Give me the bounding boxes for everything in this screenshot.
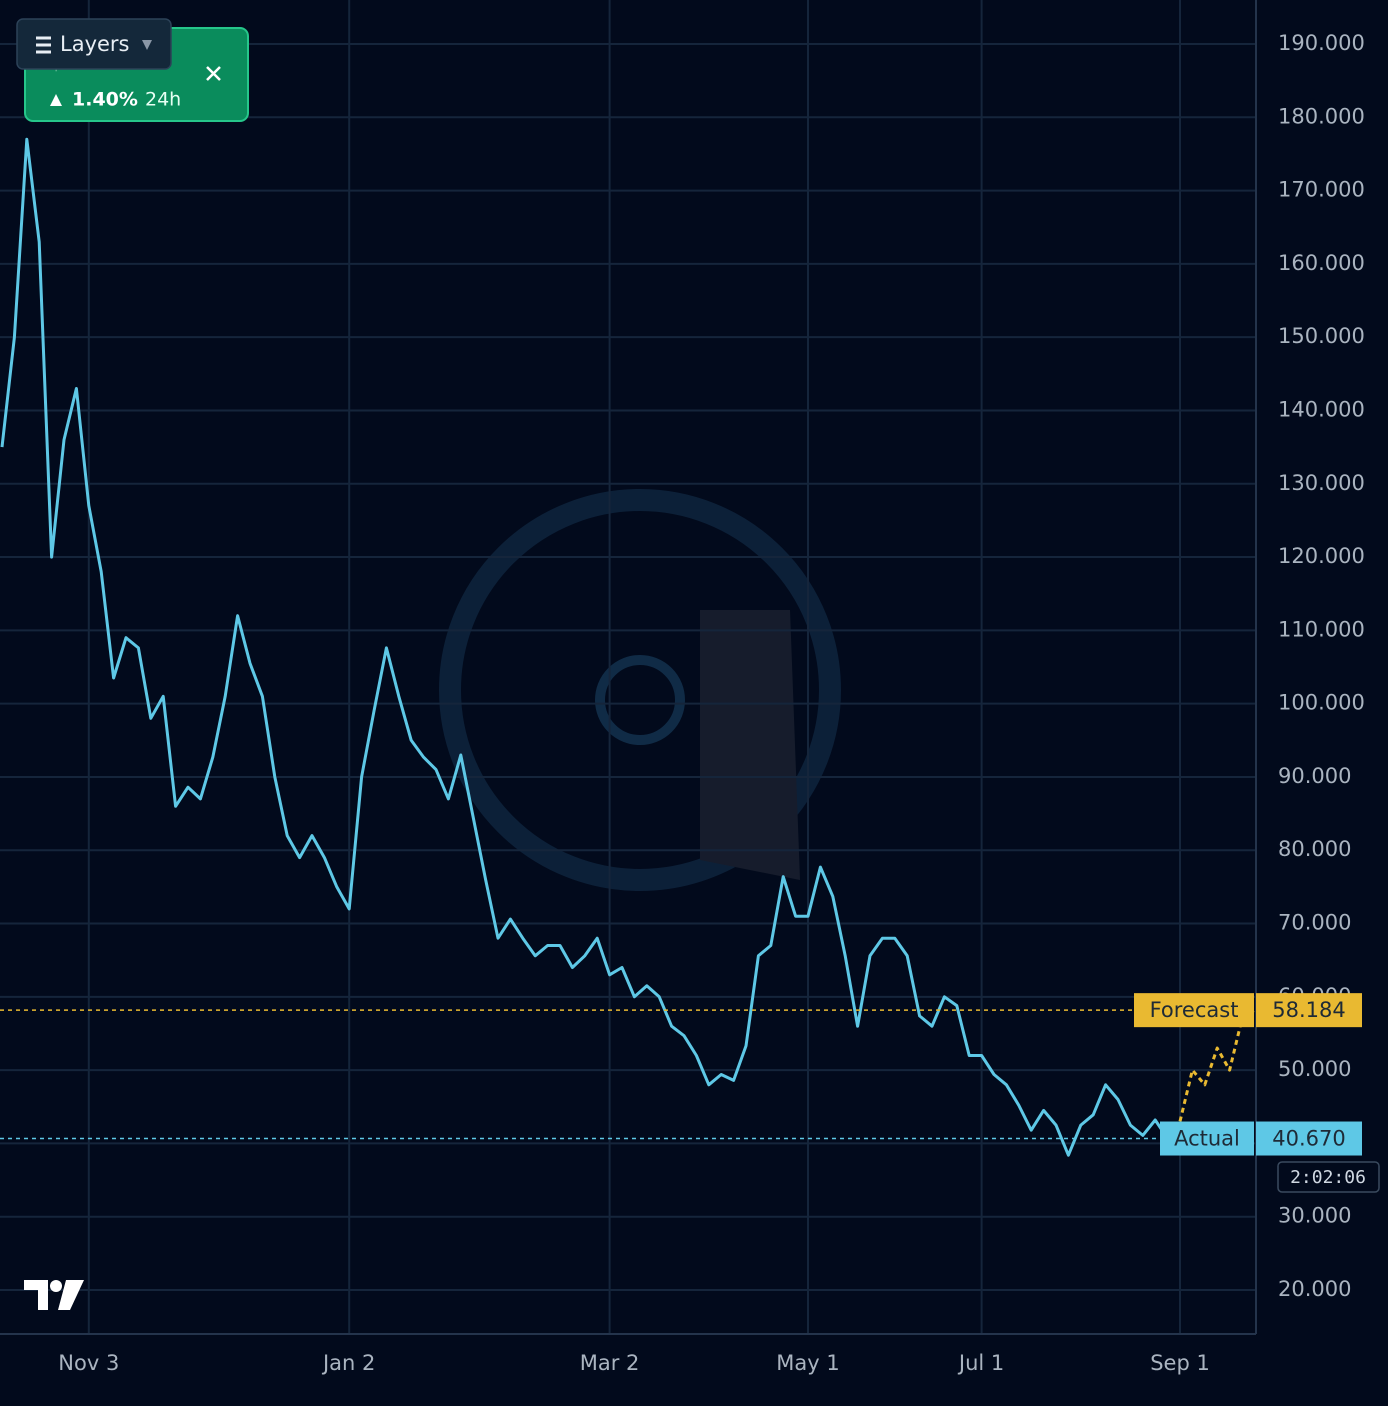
price-badge: Forecast 58.184 <box>1134 993 1362 1028</box>
layers-button[interactable]: Layers <box>16 18 172 70</box>
x-tick-label: Mar 2 <box>580 1351 640 1375</box>
y-tick-label: 90.000 <box>1278 764 1351 788</box>
badge-value: 58.184 <box>1272 998 1345 1022</box>
x-tick-label: Jul 1 <box>957 1351 1004 1375</box>
y-tick-label: 110.000 <box>1278 617 1365 641</box>
y-tick-label: 130.000 <box>1278 471 1365 495</box>
y-tick-label: 120.000 <box>1278 544 1365 568</box>
y-tick-label: 70.000 <box>1278 911 1351 935</box>
badge-value-box <box>1256 1121 1362 1156</box>
y-tick-label: 50.000 <box>1278 1057 1351 1081</box>
badge-name-box <box>1134 993 1254 1028</box>
badge-name: Actual <box>1174 1127 1240 1151</box>
series-layer <box>0 137 1256 1157</box>
countdown: 2:02:06 <box>1277 1161 1380 1193</box>
y-tick-label: 160.000 <box>1278 251 1365 275</box>
y-tick-label: 20.000 <box>1278 1277 1351 1301</box>
dropdown-arrow <box>142 40 152 50</box>
y-tick-label: 30.000 <box>1278 1204 1351 1228</box>
x-tick-label: May 1 <box>776 1351 839 1375</box>
label-layer: 20.00030.00040.00050.00060.00070.00080.0… <box>58 31 1365 1375</box>
y-tick-label: 80.000 <box>1278 837 1351 861</box>
badge-value-box <box>1256 993 1362 1028</box>
badge-value: 40.670 <box>1272 1127 1345 1151</box>
ticker-change: 1.40% <box>72 89 138 111</box>
ticker-period: 24h <box>145 89 181 111</box>
y-tick-label: 170.000 <box>1278 178 1365 202</box>
x-tick-label: Jan 2 <box>321 1351 375 1375</box>
up-arrow <box>50 94 62 106</box>
close-icon[interactable] <box>206 66 221 81</box>
price-badge: Actual 40.670 <box>1160 1121 1362 1156</box>
y-tick-label: 190.000 <box>1278 31 1365 55</box>
y-tick-label: 180.000 <box>1278 104 1365 128</box>
y-tick-label: 150.000 <box>1278 324 1365 348</box>
x-tick-label: Sep 1 <box>1150 1351 1210 1375</box>
series-line <box>1178 1008 1256 1122</box>
tradingview-logo <box>24 1280 84 1310</box>
badge-name-box <box>1160 1121 1254 1156</box>
series-line <box>0 137 1169 1157</box>
y-tick-label: 140.000 <box>1278 397 1365 421</box>
layers-label: Layers <box>60 32 130 56</box>
badge-name: Forecast <box>1150 998 1239 1022</box>
countdown-text: 2:02:06 <box>1290 1167 1366 1188</box>
x-tick-label: Nov 3 <box>58 1351 119 1375</box>
y-tick-label: 100.000 <box>1278 691 1365 715</box>
watermark <box>439 489 841 891</box>
